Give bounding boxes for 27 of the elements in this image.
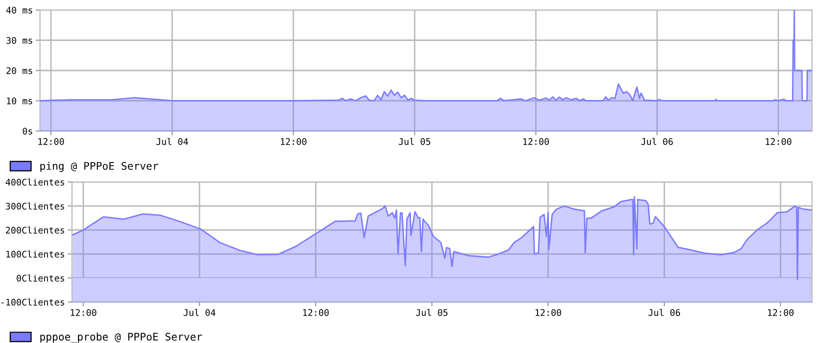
x-tick-label: 12:00 [70,309,96,316]
x-tick-label: Jul 06 [648,308,680,316]
y-tick-label: 200Clientes [6,226,64,234]
y-tick-label: 400Clientes [6,178,64,186]
y-tick-label: 30 ms [6,37,32,44]
x-tick-label: 12:00 [280,138,306,145]
x-tick-label: 12:00 [523,138,549,145]
legend-label: pppoe_probe @ PPPoE Server [40,332,202,343]
x-tick-label: Jul 06 [641,138,673,145]
y-tick-label: 0Clientes [16,274,64,282]
x-tick-label: 12:00 [536,309,562,316]
y-tick-label: 300Clientes [6,202,64,210]
x-tick-label: Jul 05 [398,138,430,145]
y-tick-label: 0s [22,128,32,135]
y-tick-label: 20 ms [6,67,32,74]
x-tick-label: Jul 04 [184,308,216,316]
x-tick-label: 12:00 [768,309,794,316]
x-tick-label: 12:00 [38,138,64,145]
y-tick-label: 40 ms [6,6,32,14]
y-tick-label: -100Clientes [1,298,64,306]
legend-label: ping @ PPPoE Server [40,162,158,172]
x-tick-label: Jul 05 [416,308,448,316]
x-tick-label: Jul 04 [156,138,188,145]
x-tick-label: 12:00 [766,138,792,145]
y-tick-label: 10 ms [6,98,32,104]
x-tick-label: 12:00 [303,309,329,316]
y-tick-label: 100Clientes [6,250,64,258]
